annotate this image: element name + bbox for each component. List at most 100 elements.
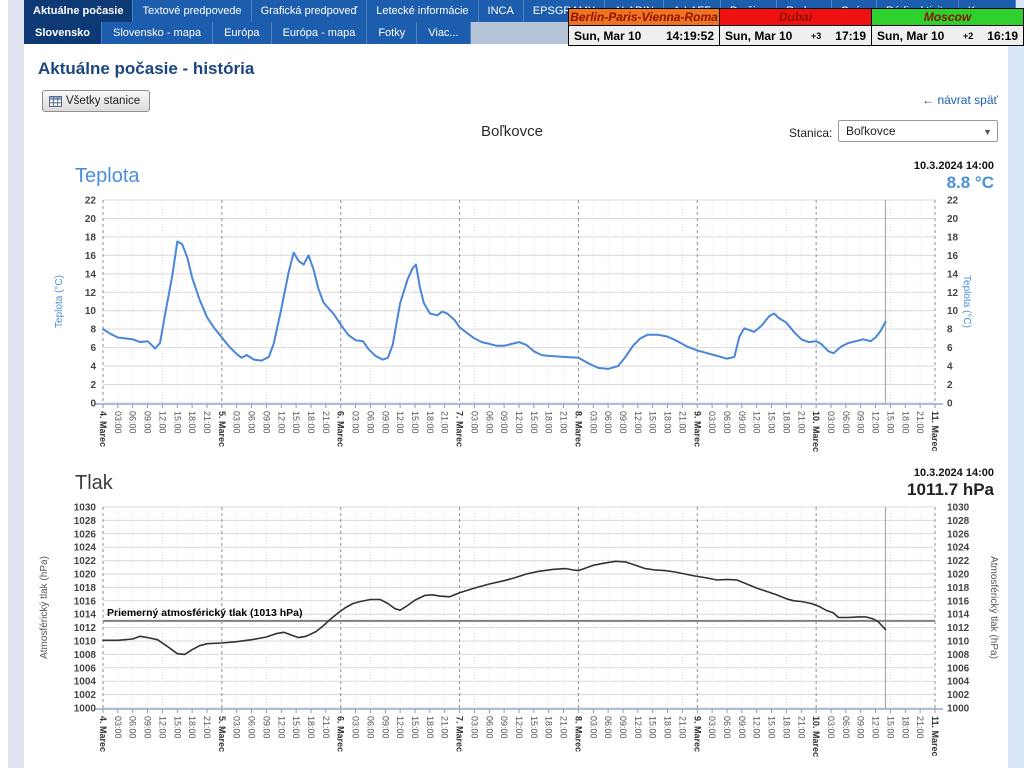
svg-text:09:00: 09:00 xyxy=(618,411,628,434)
svg-text:1000: 1000 xyxy=(74,704,97,715)
clock-date: Sun, Mar 10 xyxy=(574,29,641,43)
svg-text:18:00: 18:00 xyxy=(306,716,316,739)
svg-text:15:00: 15:00 xyxy=(410,411,420,434)
svg-text:06:00: 06:00 xyxy=(841,716,851,739)
svg-text:1008: 1008 xyxy=(74,650,97,661)
svg-text:12:00: 12:00 xyxy=(395,411,405,434)
svg-text:06:00: 06:00 xyxy=(247,716,257,739)
svg-text:1004: 1004 xyxy=(74,677,97,688)
subnav-tab-eur-pa[interactable]: Európa xyxy=(213,22,271,44)
svg-text:09:00: 09:00 xyxy=(380,716,390,739)
svg-text:09:00: 09:00 xyxy=(618,716,628,739)
x-axis-labels: 4. Marec 03:00 06:00 09:00 12:00 15:00 18:00 21… xyxy=(98,716,940,757)
svg-text:03:00: 03:00 xyxy=(232,716,242,739)
average-pressure-label: Priemerný atmosférický tlak (1013 hPa) xyxy=(107,607,303,619)
clock-utc-offset: +3 xyxy=(792,31,835,41)
nav-tab-inca[interactable]: INCA xyxy=(479,0,524,22)
svg-text:1000: 1000 xyxy=(947,704,970,715)
svg-text:21:00: 21:00 xyxy=(559,716,569,739)
svg-text:06:00: 06:00 xyxy=(841,411,851,434)
svg-text:06:00: 06:00 xyxy=(365,716,375,739)
series-line xyxy=(103,242,886,369)
clock-time-row: Sun, Mar 10+216:19 xyxy=(872,26,1023,45)
svg-text:15:00: 15:00 xyxy=(648,716,658,739)
nav-tab-leteck-inform-cie[interactable]: Letecké informácie xyxy=(367,0,478,22)
svg-text:18:00: 18:00 xyxy=(306,411,316,434)
svg-text:1024: 1024 xyxy=(74,543,97,554)
svg-text:6: 6 xyxy=(947,343,953,354)
svg-text:18:00: 18:00 xyxy=(900,716,910,739)
svg-text:12:00: 12:00 xyxy=(395,716,405,739)
svg-text:1026: 1026 xyxy=(947,529,970,540)
svg-text:21:00: 21:00 xyxy=(202,716,212,739)
clock-dubai: DubaiSun, Mar 10+317:19 xyxy=(720,8,872,46)
svg-text:15:00: 15:00 xyxy=(529,716,539,739)
svg-text:06:00: 06:00 xyxy=(722,716,732,739)
world-clocks: Berlin-Paris-Vienna-RomaSun, Mar 1014:19… xyxy=(568,8,1024,46)
svg-text:09:00: 09:00 xyxy=(143,411,153,434)
svg-text:06:00: 06:00 xyxy=(603,411,613,434)
station-select[interactable]: Boľkovce ▼ xyxy=(838,120,998,142)
svg-text:1022: 1022 xyxy=(74,556,97,567)
svg-text:12:00: 12:00 xyxy=(871,411,881,434)
clock-date: Sun, Mar 10 xyxy=(725,29,792,43)
svg-text:9. Marec: 9. Marec xyxy=(692,716,702,752)
subnav-tab-slovensko[interactable]: Slovensko xyxy=(24,22,102,44)
nav-tab-aktu-lne-po-asie[interactable]: Aktuálne počasie xyxy=(24,0,133,22)
subnav-tab-slovensko-mapa[interactable]: Slovensko - mapa xyxy=(102,22,213,44)
svg-text:09:00: 09:00 xyxy=(856,716,866,739)
svg-text:1020: 1020 xyxy=(74,570,97,581)
svg-text:06:00: 06:00 xyxy=(365,411,375,434)
svg-text:09:00: 09:00 xyxy=(499,716,509,739)
subnav-tab-eur-pa-mapa[interactable]: Európa - mapa xyxy=(272,22,368,44)
all-stations-button[interactable]: Všetky stanice xyxy=(42,90,150,112)
svg-text:18:00: 18:00 xyxy=(900,411,910,434)
svg-text:1012: 1012 xyxy=(947,623,970,634)
svg-text:14: 14 xyxy=(85,269,97,280)
svg-text:1012: 1012 xyxy=(74,623,97,634)
y-axis-title-right: Atmosférický tlak (hPa) xyxy=(988,556,999,659)
svg-text:10. Marec: 10. Marec xyxy=(811,716,821,757)
svg-text:1010: 1010 xyxy=(947,637,970,648)
svg-text:21:00: 21:00 xyxy=(440,411,450,434)
clock-moscow: MoscowSun, Mar 10+216:19 xyxy=(872,8,1024,46)
clock-berlin-paris-vienna-roma: Berlin-Paris-Vienna-RomaSun, Mar 1014:19… xyxy=(568,8,720,46)
svg-text:7. Marec: 7. Marec xyxy=(455,411,465,447)
svg-text:03:00: 03:00 xyxy=(232,411,242,434)
svg-text:16: 16 xyxy=(85,251,97,262)
svg-text:18:00: 18:00 xyxy=(187,411,197,434)
subnav-tab-fotky[interactable]: Fotky xyxy=(367,22,417,44)
svg-text:10: 10 xyxy=(947,306,959,317)
svg-text:20: 20 xyxy=(85,214,97,225)
nav-tab-grafick-predpove-[interactable]: Grafická predpoveď xyxy=(252,0,368,22)
chart-grid xyxy=(103,200,935,403)
svg-text:1004: 1004 xyxy=(947,677,970,688)
clock-time-row: Sun, Mar 1014:19:52 xyxy=(569,26,719,45)
svg-text:7. Marec: 7. Marec xyxy=(455,716,465,752)
svg-text:12:00: 12:00 xyxy=(276,716,286,739)
svg-text:1026: 1026 xyxy=(74,529,97,540)
clock-time-row: Sun, Mar 10+317:19 xyxy=(720,26,871,45)
svg-text:03:00: 03:00 xyxy=(826,716,836,739)
x-axis-labels: 4. Marec03:0006:0009:0012:0015:0018:0021… xyxy=(98,411,940,452)
svg-text:12:00: 12:00 xyxy=(157,716,167,739)
svg-text:12:00: 12:00 xyxy=(752,716,762,739)
subnav-tab-viac-[interactable]: Viac... xyxy=(417,22,470,44)
svg-text:21:00: 21:00 xyxy=(202,411,212,434)
svg-text:1018: 1018 xyxy=(74,583,97,594)
svg-text:4. Marec: 4. Marec xyxy=(98,716,108,752)
svg-text:1018: 1018 xyxy=(947,583,970,594)
svg-text:1028: 1028 xyxy=(74,516,97,527)
svg-text:18: 18 xyxy=(85,232,97,243)
svg-text:18: 18 xyxy=(947,232,959,243)
svg-text:12:00: 12:00 xyxy=(752,411,762,434)
svg-text:1006: 1006 xyxy=(947,663,970,674)
svg-text:12:00: 12:00 xyxy=(157,411,167,434)
svg-text:21:00: 21:00 xyxy=(440,716,450,739)
svg-text:16: 16 xyxy=(947,251,959,262)
all-stations-label: Všetky stanice xyxy=(66,95,140,107)
svg-text:12: 12 xyxy=(85,288,97,299)
back-link[interactable]: ← návrat späť xyxy=(922,93,998,107)
nav-tab-textov-predpovede[interactable]: Textové predpovede xyxy=(133,0,251,22)
svg-text:15:00: 15:00 xyxy=(172,411,182,434)
